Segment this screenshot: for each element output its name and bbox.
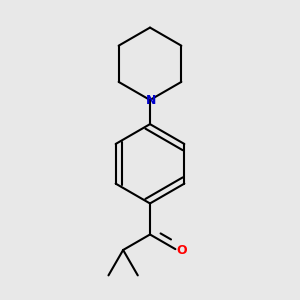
Text: N: N — [146, 94, 156, 106]
Text: O: O — [176, 244, 187, 257]
